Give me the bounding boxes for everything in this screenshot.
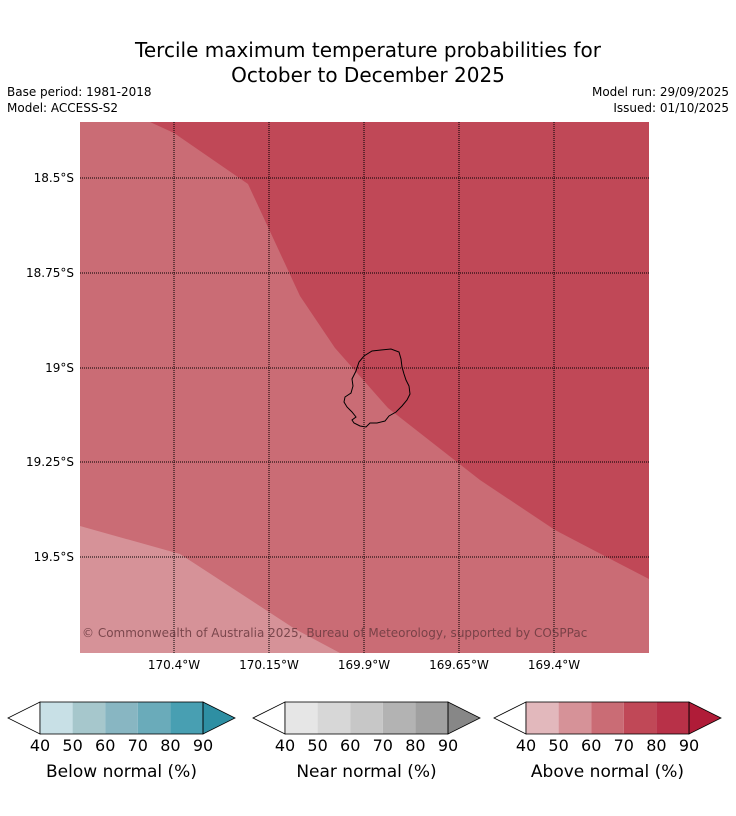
colorbar-tick-label: 40 bbox=[515, 736, 537, 755]
copyright-text: © Commonwealth of Australia 2025, Bureau… bbox=[82, 626, 587, 640]
colorbar-tick-label: 70 bbox=[372, 736, 393, 755]
colorbar-frame bbox=[525, 701, 690, 735]
colorbar-segment bbox=[137, 702, 171, 734]
colorbar-low-arrow bbox=[7, 701, 41, 735]
colorbar-segment bbox=[40, 702, 73, 734]
model-run: Model run: 29/09/2025 bbox=[591, 85, 729, 99]
colorbar-tick-label: 50 bbox=[307, 736, 328, 755]
colorbar-tick-label: 80 bbox=[405, 736, 426, 755]
colorbar-segment bbox=[350, 702, 383, 734]
colorbar-high-arrow bbox=[688, 701, 722, 735]
colorbar-title: Above normal (%) bbox=[530, 762, 685, 782]
forecast-map: © Commonwealth of Australia 2025, Bureau… bbox=[80, 122, 649, 653]
colorbar-frame bbox=[39, 701, 204, 735]
lon-label: 170.4°W bbox=[147, 658, 201, 672]
colorbar-low-arrow bbox=[493, 701, 527, 735]
lon-label: 169.65°W bbox=[429, 658, 489, 672]
graticule bbox=[80, 122, 649, 653]
colorbar-tick-label: 80 bbox=[160, 736, 181, 755]
colorbar-frame bbox=[284, 701, 449, 735]
colorbar-segment bbox=[72, 702, 106, 734]
meta-right: Model run: 29/09/2025 Issued: 01/10/2025 bbox=[592, 84, 729, 116]
colorbar-segment bbox=[558, 702, 592, 734]
colorbar-low-arrow bbox=[252, 701, 286, 735]
model-name: Model: ACCESS-S2 bbox=[7, 101, 119, 115]
lat-label: 18.5°S bbox=[33, 171, 74, 185]
colorbar-title: Below normal (%) bbox=[46, 762, 197, 782]
title-line-2: October to December 2025 bbox=[231, 63, 505, 87]
island-outline bbox=[343, 348, 411, 428]
colorbar-title: Near normal (%) bbox=[296, 762, 437, 782]
colorbar-segment bbox=[317, 702, 351, 734]
colorbar-segment bbox=[285, 702, 318, 734]
region-above-50 bbox=[80, 526, 340, 653]
colorbar-tick-label: 60 bbox=[581, 736, 602, 755]
colorbar-tick-label: 50 bbox=[62, 736, 83, 755]
lon-label: 169.9°W bbox=[337, 658, 391, 672]
colorbar-tick-label: 90 bbox=[437, 736, 459, 755]
colorbar-tick-label: 60 bbox=[340, 736, 361, 755]
lat-label: 18.75°S bbox=[26, 266, 74, 280]
colorbar-segment bbox=[105, 702, 138, 734]
base-period: Base period: 1981-2018 bbox=[7, 85, 152, 99]
lat-label: 19°S bbox=[45, 361, 74, 375]
colorbar-segment bbox=[170, 702, 203, 734]
colorbar-segment bbox=[591, 702, 624, 734]
colorbar-tick-label: 90 bbox=[192, 736, 214, 755]
colorbar-tick-label: 70 bbox=[127, 736, 148, 755]
colorbar-segment bbox=[623, 702, 657, 734]
region-above-70 bbox=[150, 122, 649, 579]
meta-left: Base period: 1981-2018 Model: ACCESS-S2 bbox=[7, 84, 152, 116]
lon-label: 169.4°W bbox=[527, 658, 581, 672]
colorbar-tick-label: 50 bbox=[548, 736, 569, 755]
colorbar-segment bbox=[382, 702, 416, 734]
colorbar-segment bbox=[526, 702, 559, 734]
colorbar-tick-label: 60 bbox=[95, 736, 116, 755]
title-line-1: Tercile maximum temperature probabilitie… bbox=[135, 38, 601, 62]
lat-label: 19.5°S bbox=[33, 550, 74, 564]
map-title: Tercile maximum temperature probabilitie… bbox=[0, 38, 736, 88]
colorbar-segment bbox=[415, 702, 448, 734]
lon-label: 170.15°W bbox=[239, 658, 299, 672]
colorbar-tick-label: 40 bbox=[274, 736, 296, 755]
colorbar-tick-label: 70 bbox=[613, 736, 634, 755]
issued-date: Issued: 01/10/2025 bbox=[613, 101, 729, 115]
lat-label: 19.25°S bbox=[26, 455, 74, 469]
colorbar-segment bbox=[656, 702, 689, 734]
colorbar-high-arrow bbox=[447, 701, 481, 735]
colorbar-tick-label: 80 bbox=[646, 736, 667, 755]
colorbar-tick-label: 90 bbox=[678, 736, 700, 755]
colorbar-tick-label: 40 bbox=[29, 736, 51, 755]
colorbar-high-arrow bbox=[202, 701, 236, 735]
